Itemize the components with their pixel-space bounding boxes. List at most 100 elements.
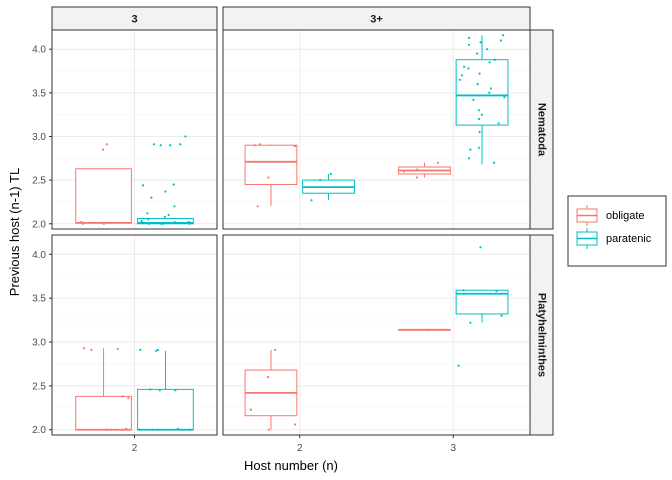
legend-label: obligate [606, 210, 645, 222]
box-rect [137, 388, 194, 431]
data-point [402, 170, 405, 173]
data-point [476, 52, 479, 55]
data-point [163, 215, 166, 218]
data-point [115, 428, 118, 431]
x-axis-title: Host number (n) [244, 458, 338, 473]
data-point [140, 220, 143, 223]
x-tick-label: 3 [450, 443, 456, 454]
data-point [184, 135, 187, 138]
y-tick-label: 4.0 [32, 45, 46, 56]
data-point [88, 221, 92, 224]
data-point [121, 395, 124, 398]
data-point [503, 96, 506, 99]
data-point [486, 48, 489, 51]
data-point [82, 222, 85, 225]
data-point [149, 388, 152, 391]
box-obligate-x2 [75, 143, 132, 225]
data-point [492, 161, 496, 164]
data-point [480, 113, 483, 116]
data-point [467, 67, 470, 70]
data-point [109, 428, 113, 431]
box-obligate-x3 [398, 161, 451, 179]
data-point [99, 221, 102, 224]
facet-strip-top [51, 6, 218, 31]
data-point [460, 74, 463, 77]
data-point [501, 34, 505, 37]
panel-platyhelminthes-col3 [51, 234, 218, 436]
legend-item-paratenic: paratenic [576, 228, 652, 249]
box-paratenic-x2 [302, 172, 355, 202]
data-point [329, 172, 332, 176]
data-point [156, 428, 160, 431]
data-point [472, 98, 475, 101]
y-axis-title: Previous host (n-1) TL [7, 168, 22, 296]
data-point [293, 145, 296, 148]
data-point [83, 347, 86, 350]
data-point [488, 91, 491, 94]
data-point [125, 427, 128, 430]
data-point [160, 222, 163, 225]
data-point [488, 61, 491, 64]
data-point [146, 212, 149, 215]
data-point [144, 221, 147, 224]
data-point [139, 348, 142, 351]
data-point [479, 41, 482, 44]
data-point [176, 427, 180, 430]
y-tick-label: 3.0 [32, 132, 46, 143]
data-point [105, 143, 108, 146]
legend: obligate paratenic [567, 195, 667, 267]
data-point [138, 428, 141, 431]
box-rect [455, 289, 509, 315]
legend-item-obligate: obligate [576, 205, 645, 226]
data-point [495, 290, 498, 293]
data-point [267, 376, 270, 379]
x-tick-label: 2 [297, 443, 303, 454]
data-point [259, 143, 262, 146]
data-point [274, 348, 277, 351]
box-rect [75, 395, 132, 431]
facet-strip-right [529, 234, 554, 436]
data-point [174, 389, 177, 392]
data-point [179, 143, 182, 146]
y-tick-label: 2.0 [32, 219, 46, 230]
data-point [187, 220, 190, 224]
data-point [141, 184, 145, 187]
data-point [121, 428, 124, 431]
data-point [102, 222, 105, 225]
data-point [499, 39, 502, 42]
box-paratenic-x3 [455, 246, 509, 367]
data-point [147, 222, 151, 225]
data-point [256, 205, 259, 208]
data-point [169, 144, 172, 147]
data-point [90, 348, 93, 351]
data-point [476, 83, 479, 86]
data-point [497, 122, 500, 125]
data-point [469, 148, 472, 151]
data-point [167, 213, 170, 217]
data-point [80, 220, 83, 224]
box-paratenic-x3 [455, 34, 509, 165]
data-point [253, 144, 256, 147]
data-point [249, 408, 252, 411]
data-point [477, 117, 481, 121]
data-point [188, 428, 191, 431]
box-rect [75, 168, 132, 224]
data-point [463, 65, 466, 68]
data-point [489, 87, 492, 90]
data-point [478, 131, 481, 134]
data-point [416, 176, 419, 179]
data-point [477, 109, 481, 112]
box-obligate-x3 [398, 328, 451, 331]
data-point [441, 328, 444, 331]
data-point [164, 190, 167, 193]
data-point [159, 144, 162, 147]
facet-strip-right [529, 29, 554, 230]
data-point [152, 428, 155, 431]
data-point [102, 148, 105, 151]
y-tick-label: 3.5 [32, 294, 46, 305]
data-point [116, 347, 119, 351]
data-point [152, 143, 156, 146]
data-point [493, 58, 496, 61]
data-point [468, 157, 471, 160]
